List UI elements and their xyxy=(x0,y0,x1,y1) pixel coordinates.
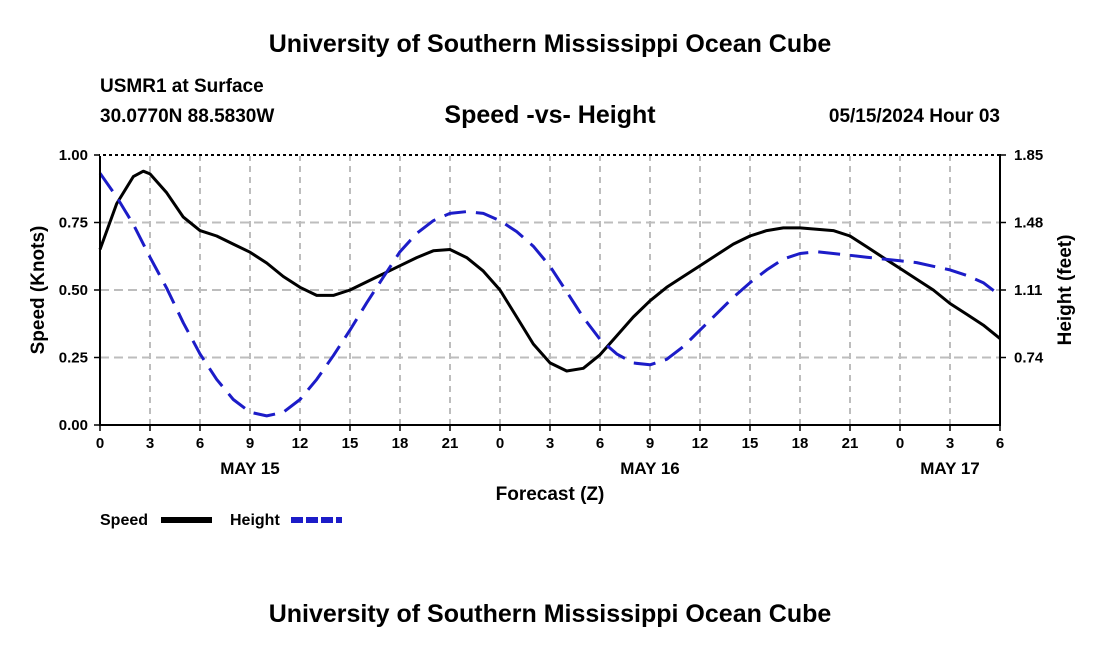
page-title: University of Southern Mississippi Ocean… xyxy=(268,30,832,58)
x-tick-label: 3 xyxy=(546,435,554,452)
forecast-datetime: 05/15/2024 Hour 03 xyxy=(828,106,1000,127)
date-label: MAY 16 xyxy=(620,459,680,478)
y2-tick-label: 1.11 xyxy=(1014,282,1042,299)
x-tick-label: 21 xyxy=(442,435,459,452)
x-axis-label: Forecast (Z) xyxy=(496,484,605,505)
chart-title: Speed -vs- Height xyxy=(444,101,656,129)
x-tick-label: 3 xyxy=(146,435,154,452)
series-line-speed xyxy=(98,169,1001,373)
x-tick-label: 18 xyxy=(392,435,409,452)
x-tick-label: 12 xyxy=(292,435,309,452)
x-tick-label: 6 xyxy=(996,435,1004,452)
x-tick-label: 3 xyxy=(946,435,954,452)
x-tick-label: 0 xyxy=(896,435,904,452)
date-label: MAY 15 xyxy=(220,459,280,478)
x-tick-label: 6 xyxy=(196,435,204,452)
date-label: MAY 17 xyxy=(920,459,980,478)
x-tick-label: 0 xyxy=(96,435,104,452)
x-tick-label: 15 xyxy=(742,435,759,452)
x-tick-label: 15 xyxy=(342,435,359,452)
y2-axis-label: Height (feet) xyxy=(1055,235,1076,346)
station-label: USMR1 at Surface xyxy=(100,76,264,97)
x-tick-label: 9 xyxy=(246,435,254,452)
y-tick-label: 0.75 xyxy=(59,215,88,232)
y2-tick-label: 1.48 xyxy=(1014,215,1043,232)
y-tick-label: 0.25 xyxy=(59,350,88,367)
y2-tick-label: 0.74 xyxy=(1014,350,1044,367)
y-axis-label: Speed (Knots) xyxy=(28,226,49,355)
x-tick-label: 12 xyxy=(692,435,709,452)
y-tick-label: 1.00 xyxy=(59,147,88,164)
y-tick-label: 0.00 xyxy=(59,417,88,434)
y-tick-label: 0.50 xyxy=(59,282,88,299)
footer-title: University of Southern Mississippi Ocean… xyxy=(268,600,832,628)
x-tick-label: 9 xyxy=(646,435,654,452)
x-tick-label: 0 xyxy=(496,435,504,452)
station-coordinates: 30.0770N 88.5830W xyxy=(100,106,275,127)
y2-tick-label: 1.85 xyxy=(1014,147,1043,164)
x-tick-label: 21 xyxy=(842,435,859,452)
legend-speed-label: Speed xyxy=(100,512,148,529)
legend-height-label: Height xyxy=(230,512,280,529)
x-tick-label: 18 xyxy=(792,435,809,452)
x-tick-label: 6 xyxy=(596,435,604,452)
